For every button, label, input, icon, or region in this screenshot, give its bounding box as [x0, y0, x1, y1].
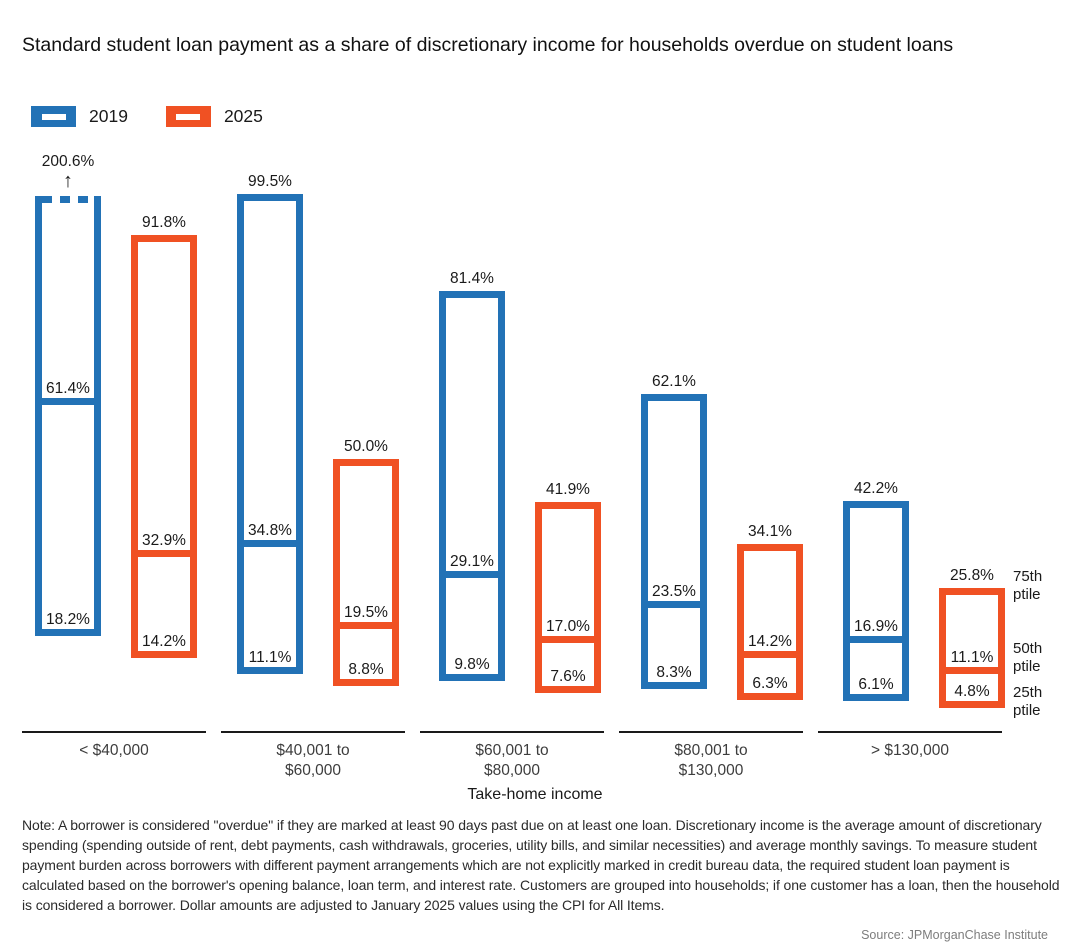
p25-label-2019-2: 9.8% — [454, 656, 490, 674]
range-bar-2025-0 — [131, 235, 197, 658]
x-axis-title: Take-home income — [467, 786, 603, 803]
clip-arrow-icon: ↑ — [63, 170, 73, 192]
range-bar-2025-1 — [333, 459, 399, 687]
footnote: Note: A borrower is considered "overdue"… — [22, 817, 1060, 913]
p25-label-2025-4: 4.8% — [954, 682, 990, 700]
median-line-2019-0 — [42, 398, 94, 405]
p50-label-2019-0: 61.4% — [46, 380, 90, 397]
median-line-2025-2 — [542, 635, 594, 643]
legend: 2019 2025 — [31, 106, 263, 127]
p50-label-2019-1: 34.8% — [248, 522, 292, 540]
median-line-2019-1 — [244, 540, 296, 548]
p25-label-2019-1: 11.1% — [248, 649, 292, 667]
range-bar-2019-1 — [237, 194, 303, 675]
chart-title: Standard student loan payment as a share… — [22, 34, 954, 56]
range-bar-2025-2 — [535, 502, 601, 693]
range-bar-2019-4 — [843, 500, 909, 701]
range-bar-2019-2 — [439, 291, 505, 682]
legend-dash-icon — [176, 113, 201, 120]
p50-label-2025-1: 19.5% — [344, 604, 388, 622]
median-line-2025-3 — [744, 650, 796, 658]
legend-item-2019: 2019 — [31, 106, 128, 127]
p25-label-2025-2: 7.6% — [550, 667, 586, 685]
legend-label-2019: 2019 — [89, 106, 128, 126]
p75-label-2025-3: 34.1% — [748, 523, 792, 541]
median-line-2025-1 — [340, 622, 392, 630]
range-bar-2025-4 — [939, 588, 1005, 708]
p50-label-2025-3: 14.2% — [748, 632, 792, 650]
median-line-2025-4 — [946, 667, 998, 675]
range-bar-2025-3 — [737, 544, 803, 700]
category-label-4: > $130,000 — [870, 742, 949, 759]
p75-label-2019-0: 200.6% — [41, 153, 95, 170]
x-axis-segment-0 — [22, 731, 206, 733]
range-bar-2019-0 — [35, 196, 101, 637]
p75-label-2019-4: 42.2% — [854, 479, 898, 497]
median-line-2019-4 — [850, 636, 902, 644]
p50-label-2025-0: 32.9% — [142, 532, 186, 550]
legend-dash-icon — [41, 113, 66, 120]
p50-label-2019-4: 16.9% — [854, 618, 898, 636]
percentile-annotation-1: 50th ptile — [1013, 640, 1043, 675]
p75-label-2025-1: 50.0% — [344, 438, 388, 455]
p75-label-2019-3: 62.1% — [652, 373, 696, 391]
p25-label-2019-3: 8.3% — [656, 664, 692, 682]
percentile-annotation-0: 75th ptile — [1013, 568, 1043, 603]
p25-label-2019-0: 18.2% — [46, 611, 90, 629]
category-label-2: $60,001 to $80,000 — [475, 742, 549, 779]
percentile-annotation-2: 25th ptile — [1013, 684, 1043, 719]
p75-label-2025-2: 41.9% — [546, 481, 590, 499]
p75-label-2019-2: 81.4% — [450, 270, 494, 287]
clipped-top-dash-2019-0 — [42, 196, 94, 203]
p25-label-2019-4: 6.1% — [858, 675, 894, 693]
p50-label-2019-2: 29.1% — [450, 552, 494, 570]
median-line-2025-0 — [138, 550, 190, 558]
legend-swatch-2019-icon — [31, 106, 76, 127]
median-line-2019-2 — [446, 570, 498, 578]
x-axis-segment-1 — [221, 731, 405, 733]
category-label-0: < $40,000 — [79, 742, 149, 759]
x-axis-segment-3 — [619, 731, 803, 733]
x-axis-segment-4 — [818, 731, 1002, 733]
legend-label-2025: 2025 — [223, 106, 263, 126]
p25-label-2025-0: 14.2% — [142, 632, 186, 650]
p50-label-2025-2: 17.0% — [546, 617, 590, 635]
category-label-1: $40,001 to $60,000 — [276, 742, 350, 779]
category-label-3: $80,001 to $130,000 — [674, 742, 748, 779]
x-axis-segment-2 — [420, 731, 604, 733]
p25-label-2025-1: 8.8% — [348, 661, 384, 679]
p75-label-2025-0: 91.8% — [142, 214, 186, 232]
p75-label-2019-1: 99.5% — [248, 173, 292, 191]
p75-label-2025-4: 25.8% — [950, 567, 994, 585]
legend-item-2025: 2025 — [165, 106, 263, 127]
p50-label-2025-4: 11.1% — [950, 649, 994, 667]
range-bar-2019-3 — [641, 394, 707, 690]
p50-label-2019-3: 23.5% — [652, 582, 696, 600]
median-line-2019-3 — [648, 600, 700, 608]
legend-swatch-2025-icon — [165, 106, 211, 127]
source-credit: Source: JPMorganChase Institute — [861, 928, 1048, 942]
p25-label-2025-3: 6.3% — [752, 674, 788, 692]
